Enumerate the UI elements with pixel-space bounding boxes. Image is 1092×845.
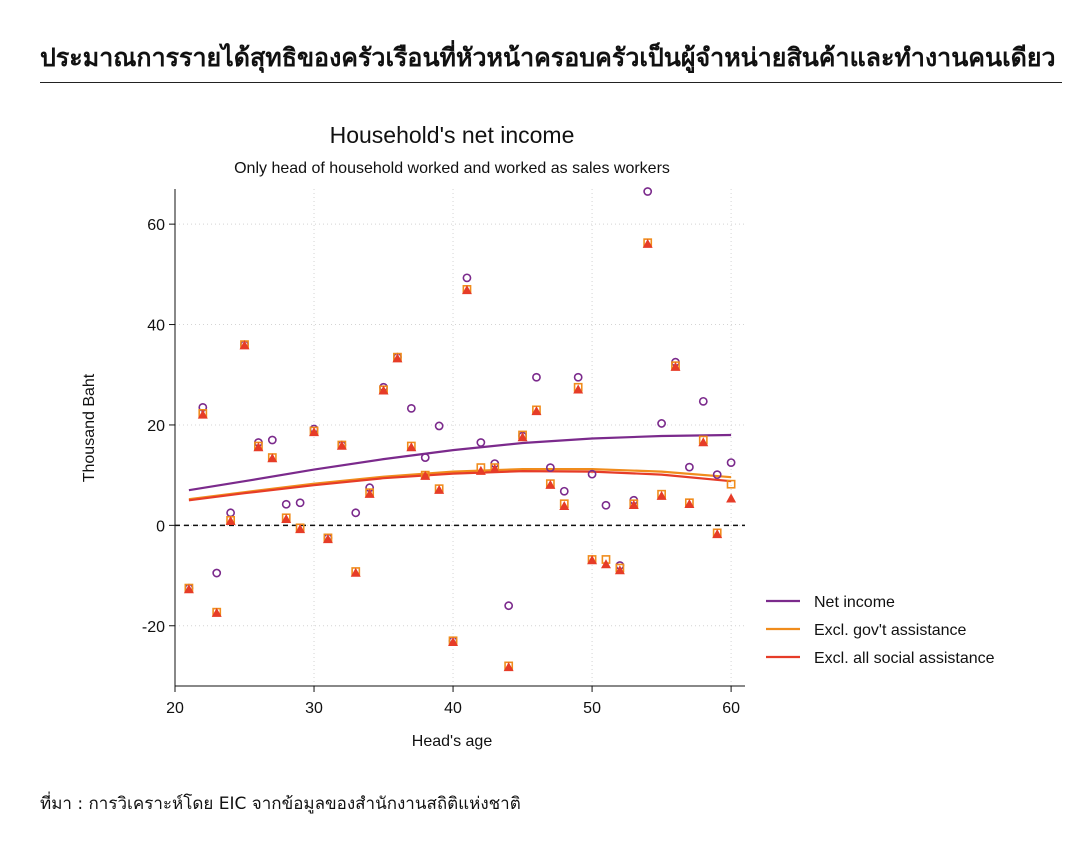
x-tick-label: 20: [166, 700, 184, 717]
data-point-series-0: [462, 273, 472, 283]
data-point-series-0: [281, 499, 291, 509]
data-point-series-0: [573, 372, 583, 382]
data-point-series-2: [642, 238, 653, 248]
data-point-series-2: [420, 470, 431, 480]
y-tick-label: 0: [156, 518, 165, 535]
data-point-series-2: [503, 662, 514, 672]
x-tick-label: 50: [583, 700, 601, 717]
data-point-series-2: [239, 340, 250, 350]
data-point-series-0: [267, 435, 277, 445]
data-point-series-0: [559, 486, 569, 496]
data-point-series-0: [434, 421, 444, 431]
data-point-series-2: [670, 361, 681, 371]
data-point-series-2: [614, 565, 625, 575]
data-point-series-0: [406, 403, 416, 413]
data-point-series-0: [420, 453, 430, 462]
data-point-series-2: [517, 432, 528, 442]
data-point-series-2: [211, 607, 222, 617]
data-point-series-2: [628, 499, 639, 509]
data-point-series-0: [601, 500, 611, 510]
fit-line-series-0: [188, 433, 732, 492]
data-point-series-2: [336, 440, 347, 450]
source-note: ที่มา : การวิเคราะห์โดย EIC จากข้อมูลของ…: [40, 794, 521, 814]
data-point-series-0: [684, 462, 694, 472]
legend-label: Net income: [814, 594, 895, 611]
chart-title: Household's net income: [330, 122, 575, 148]
data-point-series-1: [726, 479, 736, 489]
data-point-series-0: [476, 438, 486, 447]
data-point-series-2: [573, 384, 584, 394]
data-point-series-2: [684, 498, 695, 508]
data-point-series-0: [226, 508, 236, 518]
data-point-series-2: [726, 493, 737, 503]
data-point-series-2: [225, 516, 236, 526]
grid-lines: [174, 189, 745, 686]
data-point-series-2: [392, 353, 403, 363]
data-point-series-0: [643, 187, 653, 196]
data-points: [183, 187, 737, 672]
data-point-series-0: [351, 508, 361, 518]
title-divider: [40, 82, 1062, 83]
data-point-series-2: [281, 514, 292, 524]
y-tick-label: -20: [142, 619, 165, 636]
data-point-series-2: [712, 529, 723, 539]
data-point-series-2: [600, 559, 611, 569]
data-point-series-2: [448, 636, 459, 647]
axes: 20 30 40 50 60 -20 0 20 40 60: [142, 189, 745, 717]
data-point-series-2: [656, 490, 667, 500]
data-point-series-2: [267, 453, 278, 463]
data-point-series-0: [504, 601, 514, 611]
data-point-series-2: [489, 463, 500, 473]
data-point-series-0: [657, 419, 666, 428]
x-tick-label: 30: [305, 700, 323, 717]
x-tick-label: 60: [722, 700, 740, 717]
data-point-series-2: [587, 555, 598, 565]
data-point-series-2: [531, 406, 542, 416]
data-point-series-2: [475, 465, 486, 475]
data-point-series-2: [545, 479, 556, 489]
data-point-series-2: [183, 584, 194, 594]
y-tick-label: 40: [147, 318, 165, 335]
legend-label: Excl. all social assistance: [814, 650, 995, 667]
data-point-series-2: [364, 488, 375, 498]
data-point-series-2: [378, 385, 389, 395]
data-point-series-0: [698, 396, 708, 406]
x-axis-label: Head's age: [412, 733, 493, 750]
page-title: ประมาณการรายได้สุทธิของครัวเรือนที่หัวหน…: [40, 43, 1056, 72]
data-point-series-0: [726, 458, 736, 468]
y-tick-label: 20: [147, 418, 165, 435]
fit-line-series-1: [188, 468, 732, 501]
data-point-series-0: [712, 470, 722, 480]
data-point-series-0: [587, 469, 597, 479]
data-point-series-2: [406, 442, 417, 452]
y-axis-label: Thousand Baht: [81, 373, 98, 482]
data-point-series-0: [532, 372, 541, 382]
data-point-series-2: [309, 427, 320, 437]
chart-subtitle: Only head of household worked and worked…: [234, 160, 670, 177]
data-point-series-2: [698, 437, 709, 447]
data-point-series-2: [322, 534, 333, 544]
data-point-series-2: [295, 524, 306, 534]
fit-lines: [188, 433, 732, 502]
data-point-series-0: [545, 463, 555, 473]
data-point-series-2: [559, 500, 570, 510]
data-point-series-2: [461, 285, 472, 295]
x-tick-label: 40: [444, 700, 462, 717]
legend: Net income Excl. gov't assistance Excl. al…: [766, 594, 995, 667]
y-tick-label: 60: [147, 217, 165, 234]
data-point-series-2: [350, 567, 361, 577]
data-point-series-2: [253, 442, 264, 452]
data-point-series-0: [212, 568, 222, 578]
fit-line-series-2: [188, 469, 732, 502]
legend-label: Excl. gov't assistance: [814, 622, 967, 639]
data-point-series-2: [197, 409, 208, 419]
data-point-series-0: [295, 498, 305, 508]
data-point-series-2: [434, 484, 445, 494]
